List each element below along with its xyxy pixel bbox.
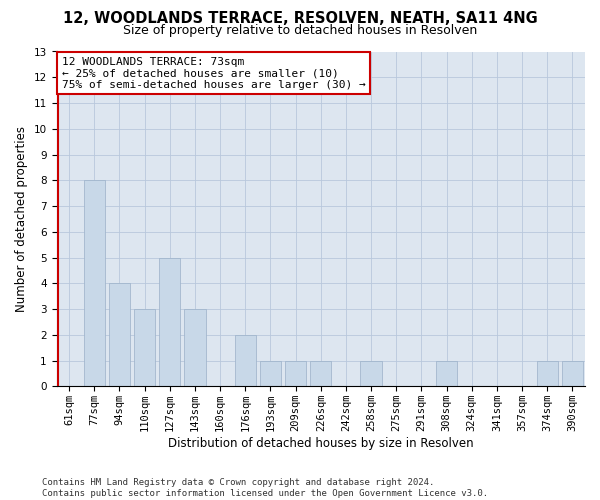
Bar [235, 335, 256, 386]
Bar [159, 258, 181, 386]
Bar [109, 284, 130, 387]
Bar [134, 309, 155, 386]
Text: Size of property relative to detached houses in Resolven: Size of property relative to detached ho… [123, 24, 477, 37]
Bar [562, 360, 583, 386]
Y-axis label: Number of detached properties: Number of detached properties [15, 126, 28, 312]
Bar [310, 360, 331, 386]
Bar [436, 360, 457, 386]
Bar [184, 309, 206, 386]
Text: Contains HM Land Registry data © Crown copyright and database right 2024.
Contai: Contains HM Land Registry data © Crown c… [42, 478, 488, 498]
Bar [260, 360, 281, 386]
Bar [285, 360, 306, 386]
Bar [361, 360, 382, 386]
Text: 12 WOODLANDS TERRACE: 73sqm
← 25% of detached houses are smaller (10)
75% of sem: 12 WOODLANDS TERRACE: 73sqm ← 25% of det… [62, 56, 365, 90]
X-axis label: Distribution of detached houses by size in Resolven: Distribution of detached houses by size … [168, 437, 473, 450]
Text: 12, WOODLANDS TERRACE, RESOLVEN, NEATH, SA11 4NG: 12, WOODLANDS TERRACE, RESOLVEN, NEATH, … [62, 11, 538, 26]
Bar [83, 180, 105, 386]
Bar [536, 360, 558, 386]
